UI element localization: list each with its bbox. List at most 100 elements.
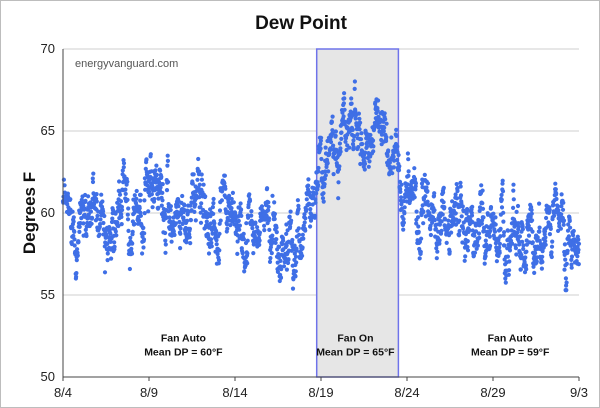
data-point — [480, 206, 486, 211]
data-point — [483, 238, 488, 243]
annotation-line1: Fan Auto — [161, 333, 206, 345]
data-point — [276, 255, 281, 260]
data-point — [522, 260, 527, 265]
data-point — [505, 254, 510, 259]
data-point — [415, 215, 421, 220]
data-point — [293, 254, 299, 259]
data-point — [494, 259, 499, 264]
data-point — [197, 195, 202, 200]
data-point — [265, 186, 270, 191]
data-point — [414, 221, 419, 226]
data-point — [352, 86, 357, 91]
data-point — [101, 209, 106, 214]
data-point — [205, 222, 210, 227]
data-point — [337, 164, 342, 169]
data-point — [384, 121, 389, 126]
data-point — [494, 245, 499, 250]
data-point — [72, 229, 77, 234]
data-point — [322, 176, 327, 181]
data-point — [355, 132, 360, 137]
data-point — [198, 210, 203, 215]
data-point — [214, 229, 219, 234]
y-tick-label: 70 — [41, 41, 55, 56]
data-point — [362, 167, 367, 172]
data-point — [280, 242, 285, 247]
data-point — [533, 251, 538, 256]
data-point — [257, 238, 262, 243]
data-point — [396, 152, 401, 158]
data-point — [117, 179, 122, 184]
data-point — [413, 181, 418, 186]
data-point — [121, 165, 126, 170]
data-point — [339, 136, 344, 141]
data-point — [521, 246, 526, 251]
data-point — [356, 111, 361, 116]
data-point — [251, 242, 256, 247]
data-point — [307, 202, 312, 207]
data-point — [416, 224, 421, 229]
data-point — [142, 198, 147, 203]
data-point — [238, 201, 243, 206]
data-point — [543, 239, 548, 244]
data-point — [245, 238, 250, 243]
data-point — [323, 145, 328, 150]
data-point — [152, 196, 157, 202]
data-point — [266, 200, 271, 205]
data-point — [203, 194, 208, 199]
data-point — [121, 158, 126, 163]
data-point — [328, 146, 333, 151]
data-point — [98, 217, 103, 222]
data-point — [190, 181, 195, 186]
data-point — [284, 267, 289, 272]
data-point — [244, 221, 249, 226]
data-point — [295, 198, 300, 203]
data-point — [551, 202, 556, 207]
data-point — [100, 199, 105, 204]
data-point — [120, 168, 125, 173]
data-point — [330, 114, 335, 119]
data-point — [109, 256, 114, 261]
data-point — [499, 192, 504, 198]
x-tick-label: 8/19 — [308, 385, 333, 400]
data-point — [569, 257, 574, 262]
data-point — [549, 244, 555, 249]
data-point — [160, 198, 165, 203]
data-point — [228, 223, 233, 228]
data-point — [561, 222, 566, 227]
data-point — [137, 206, 142, 211]
data-point — [308, 207, 313, 212]
data-point — [555, 204, 561, 209]
data-point — [524, 249, 529, 254]
data-point — [71, 215, 76, 220]
data-point — [268, 256, 273, 261]
data-point — [537, 238, 542, 243]
data-point — [434, 246, 439, 251]
data-point — [300, 253, 305, 258]
data-point — [357, 116, 362, 121]
data-point — [441, 200, 446, 205]
data-point — [83, 227, 88, 232]
data-point — [476, 231, 482, 236]
data-point — [201, 182, 206, 187]
data-point — [140, 251, 145, 256]
data-point — [547, 207, 552, 212]
data-point — [435, 249, 440, 254]
data-point — [163, 242, 168, 247]
data-point — [419, 236, 424, 241]
data-point — [576, 237, 581, 242]
data-point — [358, 137, 364, 142]
data-point — [320, 196, 326, 201]
data-point — [565, 248, 570, 253]
data-point — [72, 237, 77, 242]
data-point — [519, 252, 524, 257]
data-point — [91, 171, 96, 176]
data-point — [99, 192, 104, 197]
data-point — [401, 199, 406, 204]
data-point — [434, 256, 439, 261]
data-point — [507, 268, 512, 273]
data-point — [300, 245, 305, 250]
data-point — [473, 229, 479, 234]
data-point — [432, 208, 437, 213]
data-point — [158, 185, 163, 190]
data-point — [460, 204, 465, 209]
